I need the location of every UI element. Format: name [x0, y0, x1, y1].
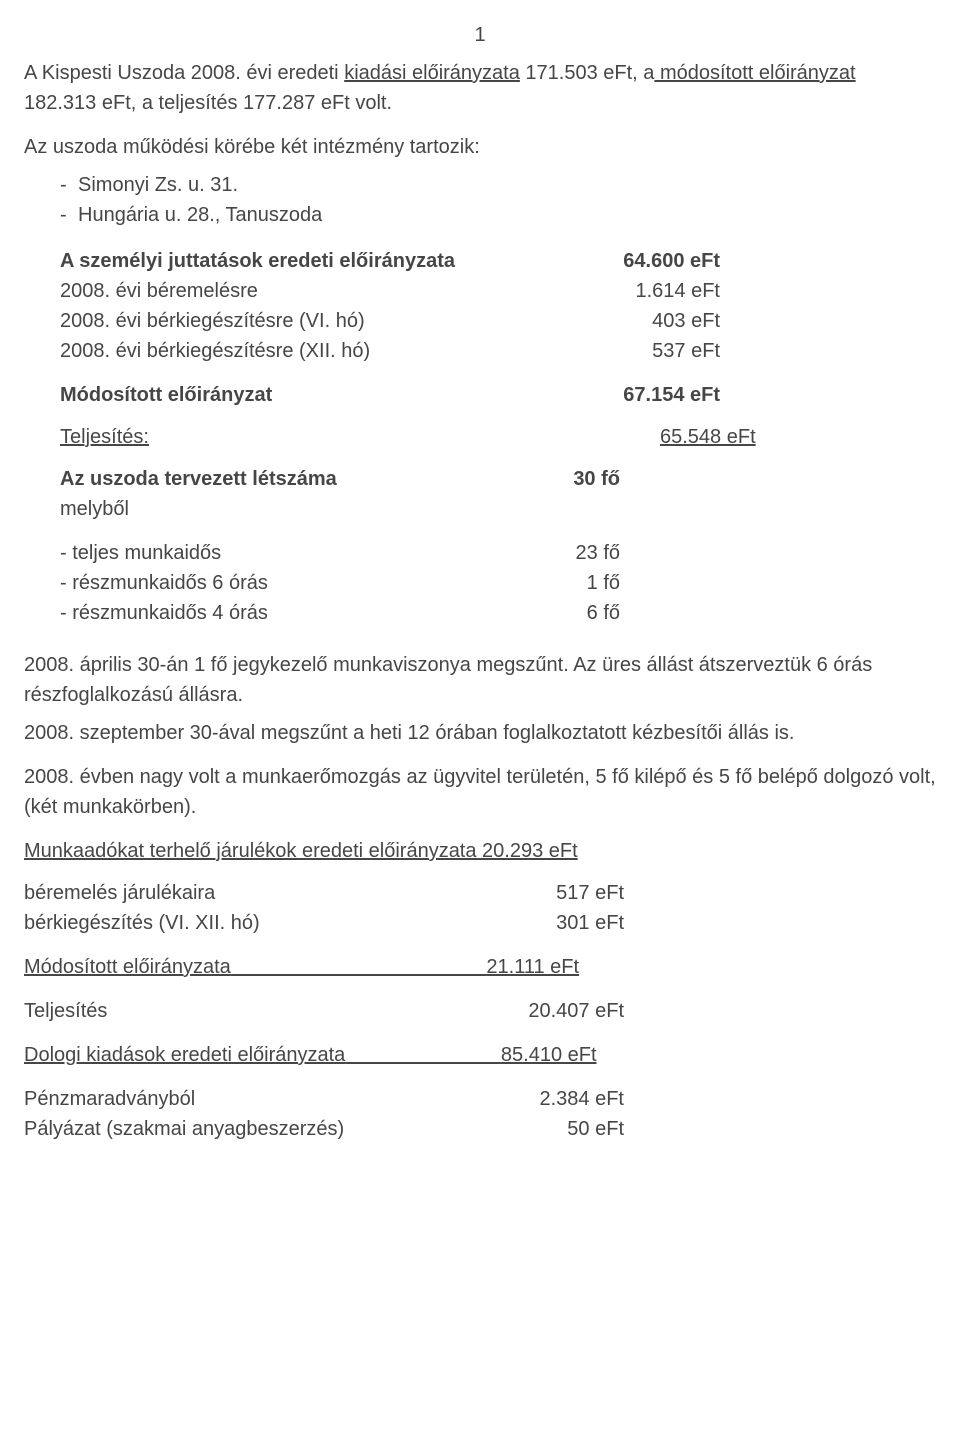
row-value: 23 fő: [500, 538, 620, 568]
list-text: Simonyi Zs. u. 31.: [78, 170, 238, 200]
table-row: bérkiegészítés (VI. XII. hó) 301 eFt: [24, 908, 936, 938]
table-row: 2008. évi béremelésre 1.614 eFt: [60, 276, 936, 306]
row-label: 2008. évi béremelésre: [60, 276, 600, 306]
row-label: Pályázat (szakmai anyagbeszerzés): [24, 1114, 484, 1144]
letszam-title-val: 30 fő: [500, 464, 620, 494]
table-row: - részmunkaidős 6 órás 1 fő: [60, 568, 936, 598]
bullet: -: [60, 200, 78, 230]
dologi-title-val: 85.410 eFt: [501, 1044, 597, 1066]
jarulek-mod-row: Módosított előirányzata 21.111 eFt: [24, 952, 936, 982]
table-row: Pályázat (szakmai anyagbeszerzés) 50 eFt: [24, 1114, 936, 1144]
szemelyi-title: A személyi juttatások eredeti előirányza…: [60, 246, 600, 276]
intro-line2: 182.313 eFt, a teljesítés 177.287 eFt vo…: [24, 92, 392, 114]
row-label: Teljesítés: [24, 996, 484, 1026]
row-value: 517 eFt: [484, 878, 624, 908]
teljesites-val: 65.548 eFt: [660, 422, 756, 452]
table-row: béremelés járulékaira 517 eFt: [24, 878, 936, 908]
intro-rest: 171.503 eFt, a: [520, 62, 655, 84]
body-para-3: 2008. évben nagy volt a munkaerőmozgás a…: [24, 762, 936, 822]
row-value: 1 fő: [500, 568, 620, 598]
table-row: Teljesítés 20.407 eFt: [24, 996, 936, 1026]
dologi-title-label: Dologi kiadások eredeti előirányzata: [24, 1044, 345, 1066]
list-item: - Hungária u. 28., Tanuszoda: [60, 200, 936, 230]
row-value: 537 eFt: [600, 336, 720, 366]
jarulek-mod-val: 21.111 eFt: [486, 956, 579, 978]
szemelyi-block: A személyi juttatások eredeti előirányza…: [60, 246, 936, 452]
jarulek-rows: béremelés járulékaira 517 eFt bérkiegész…: [24, 878, 936, 938]
spacer: [345, 1044, 501, 1066]
row-value: 301 eFt: [484, 908, 624, 938]
intezmeny-intro: Az uszoda működési körébe két intézmény …: [24, 132, 936, 162]
modositott-val: 67.154 eFt: [600, 380, 720, 410]
row-value: 20.407 eFt: [484, 996, 624, 1026]
jarulek-mod-label: Módosított előirányzata: [24, 956, 231, 978]
row-label: 2008. évi bérkiegészítésre (VI. hó): [60, 306, 600, 336]
teljesites-label: Teljesítés:: [60, 422, 660, 452]
modositott-label: Módosított előirányzat: [60, 380, 600, 410]
row-label: bérkiegészítés (VI. XII. hó): [24, 908, 484, 938]
row-value: 2.384 eFt: [484, 1084, 624, 1114]
bullet: -: [60, 170, 78, 200]
dologi-rows: Pénzmaradványból 2.384 eFt Pályázat (sza…: [24, 1084, 936, 1144]
jarulek-telj: Teljesítés 20.407 eFt: [24, 996, 936, 1026]
list-item: - Simonyi Zs. u. 31.: [60, 170, 936, 200]
row-value: 6 fő: [500, 598, 620, 628]
page-number: 1: [24, 20, 936, 50]
szemelyi-title-val: 64.600 eFt: [600, 246, 720, 276]
jarulek-title: Munkaadókat terhelő járulékok eredeti el…: [24, 836, 936, 866]
intro-underlined-2: módosított előirányzat: [654, 62, 855, 84]
row-value: 50 eFt: [484, 1114, 624, 1144]
letszam-title: Az uszoda tervezett létszáma: [60, 464, 500, 494]
intro-prefix: A Kispesti Uszoda 2008. évi eredeti: [24, 62, 344, 84]
modositott-row: Módosított előirányzat 67.154 eFt: [60, 380, 936, 410]
letszam-title-row: Az uszoda tervezett létszáma 30 fő: [60, 464, 936, 494]
row-label: béremelés járulékaira: [24, 878, 484, 908]
body-para-1: 2008. április 30-án 1 fő jegykezelő munk…: [24, 650, 936, 710]
row-label: 2008. évi bérkiegészítésre (XII. hó): [60, 336, 600, 366]
letszam-block: Az uszoda tervezett létszáma 30 fő melyb…: [60, 464, 936, 628]
row-label: - részmunkaidős 4 órás: [60, 598, 500, 628]
row-label: - részmunkaidős 6 órás: [60, 568, 500, 598]
table-row: 2008. évi bérkiegészítésre (XII. hó) 537…: [60, 336, 936, 366]
row-value: 1.614 eFt: [600, 276, 720, 306]
spacer: [231, 956, 487, 978]
teljesites-row: Teljesítés: 65.548 eFt: [60, 422, 936, 452]
dologi-title-row: Dologi kiadások eredeti előirányzata 85.…: [24, 1040, 936, 1070]
list-text: Hungária u. 28., Tanuszoda: [78, 200, 322, 230]
melybol: melyből: [60, 494, 936, 524]
row-label: - teljes munkaidős: [60, 538, 500, 568]
szemelyi-title-row: A személyi juttatások eredeti előirányza…: [60, 246, 936, 276]
table-row: - részmunkaidős 4 órás 6 fő: [60, 598, 936, 628]
table-row: Pénzmaradványból 2.384 eFt: [24, 1084, 936, 1114]
table-row: 2008. évi bérkiegészítésre (VI. hó) 403 …: [60, 306, 936, 336]
body-para-2: 2008. szeptember 30-ával megszűnt a heti…: [24, 718, 936, 748]
table-row: - teljes munkaidős 23 fő: [60, 538, 936, 568]
row-label: Pénzmaradványból: [24, 1084, 484, 1114]
intro-paragraph: A Kispesti Uszoda 2008. évi eredeti kiad…: [24, 58, 936, 118]
intezmeny-list: - Simonyi Zs. u. 31. - Hungária u. 28., …: [60, 170, 936, 230]
row-value: 403 eFt: [600, 306, 720, 336]
intro-underlined-1: kiadási előirányzata: [344, 62, 520, 84]
